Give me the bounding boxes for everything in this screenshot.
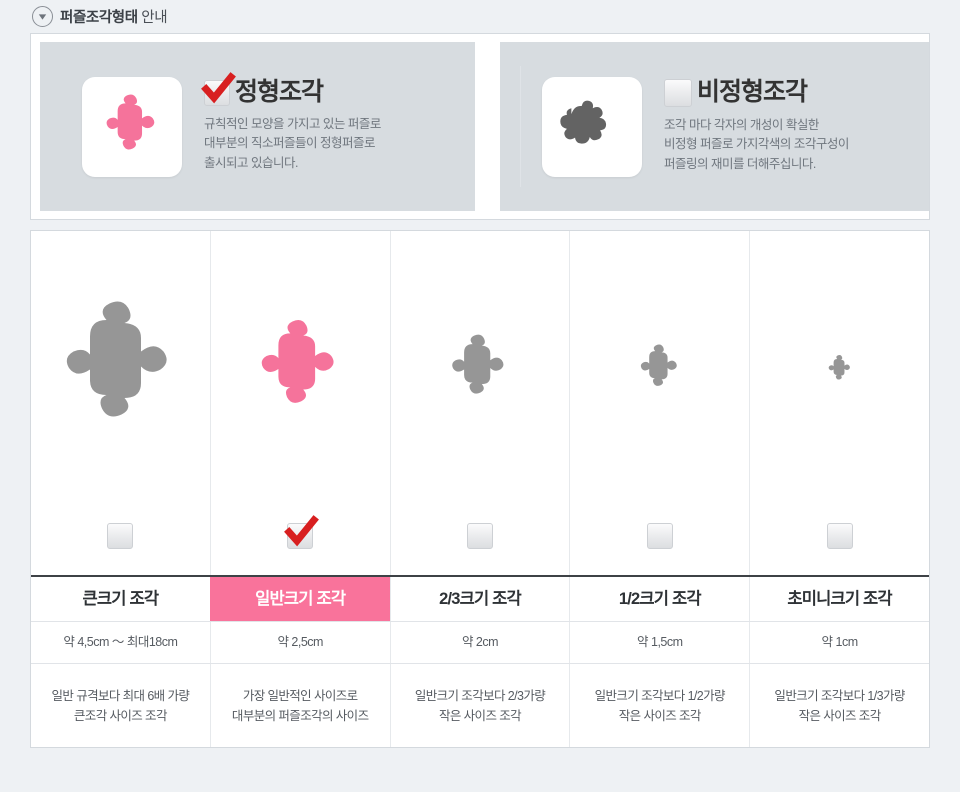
piece-preview-cell-col-4[interactable]: [569, 231, 749, 575]
size-measure-cell-col-2: 약 2,5cm: [209, 622, 390, 663]
piece-graphic: [750, 231, 929, 507]
page-title: 퍼즐조각형태 안내: [60, 6, 168, 27]
checkbox-box: [466, 523, 493, 549]
regular-type-heading: 정형조각: [201, 72, 381, 107]
puzzle-piece-icon: [828, 354, 850, 380]
regular-type-text: 정형조각 규칙적인 모양을 가지고 있는 퍼즐로 대부분의 직소퍼즐들이 정형퍼…: [201, 72, 381, 173]
checkbox-box: [107, 523, 134, 549]
size-description-row: 일반 규격보다 최대 6배 가량 큰조각 사이즈 조각 가장 일반적인 사이즈로 …: [31, 664, 929, 747]
regular-type-label: 정형조각: [235, 78, 324, 107]
piece-graphic: [391, 231, 570, 507]
size-name-cell-col-3[interactable]: 2/3크기 조각: [389, 577, 570, 621]
puzzle-piece-icon: [261, 320, 334, 403]
irregular-type-checkbox[interactable]: [663, 78, 692, 107]
puzzle-piece-icon: [452, 334, 504, 394]
puzzle-type-section: 정형조각 규칙적인 모양을 가지고 있는 퍼즐로 대부분의 직소퍼즐들이 정형퍼…: [30, 33, 930, 220]
size-measure-row: 약 4,5cm ～ 최대18cm 약 2,5cm 약 2cm 약 1,5cm 약 1cm: [31, 622, 929, 664]
checkbox-box: [646, 523, 673, 549]
size-checkbox[interactable]: [646, 523, 673, 549]
page-header: 퍼즐조각형태 안내: [0, 0, 960, 33]
puzzle-piece-icon: [640, 344, 677, 386]
piece-select[interactable]: [750, 523, 929, 549]
size-name-cell-col-5[interactable]: 초미니크기 조각: [749, 577, 929, 621]
puzzle-type-card-irregular[interactable]: 비정형조각 조각 마다 각자의 개성이 확실한 비정형 퍼즐로 가지각색의 조각…: [499, 42, 929, 211]
size-name-cell-col-2[interactable]: 일반크기 조각: [209, 577, 390, 621]
size-description-cell-col-5: 일반크기 조각보다 1/3가량 작은 사이즈 조각: [749, 664, 929, 747]
size-measure-cell-col-1: 약 4,5cm ～ 최대18cm: [63, 635, 178, 649]
page-title-rest: 안내: [137, 10, 168, 26]
irregular-type-text: 비정형조각 조각 마다 각자의 개성이 확실한 비정형 퍼즐로 가지각색의 조각…: [663, 78, 849, 174]
piece-select[interactable]: [31, 523, 210, 549]
size-name-cell-col-1[interactable]: 큰크기 조각: [82, 590, 159, 608]
size-checkbox[interactable]: [826, 523, 853, 549]
piece-select[interactable]: [570, 523, 749, 549]
piece-preview-cell-col-2[interactable]: [209, 231, 390, 575]
irregular-type-description: 조각 마다 각자의 개성이 확실한 비정형 퍼즐로 가지각색의 조각구성이 퍼즐…: [663, 117, 849, 171]
piece-preview-cell-col-1[interactable]: [31, 231, 210, 575]
irregular-piece-thumbnail: [541, 76, 642, 177]
piece-preview-cell-col-3[interactable]: [389, 231, 570, 575]
piece-preview-cell-col-5[interactable]: [749, 231, 929, 575]
size-checkbox[interactable]: [466, 523, 493, 549]
piece-preview-row: [31, 231, 929, 575]
piece-select[interactable]: [391, 523, 570, 549]
piece-graphic: [211, 231, 390, 507]
size-description-cell-col-4: 일반크기 조각보다 1/2가량 작은 사이즈 조각: [569, 664, 749, 747]
pink-puzzle-piece-icon: [106, 93, 155, 149]
size-checkbox[interactable]: [284, 515, 320, 549]
check-icon: [284, 515, 320, 547]
size-description-cell-col-2: 가장 일반적인 사이즈로 대부분의 퍼즐조각의 사이즈: [209, 664, 390, 747]
size-description-cell-col-1: 일반 규격보다 최대 6배 가량 큰조각 사이즈 조각: [51, 688, 190, 723]
size-measure-cell-col-3: 약 2cm: [389, 622, 570, 663]
puzzle-size-table: 큰크기 조각 일반크기 조각 2/3크기 조각 1/2크기 조각 초미니크기 조각 약 …: [30, 230, 930, 748]
panel-divider: [520, 66, 521, 187]
puzzle-piece-icon: [67, 301, 168, 416]
size-measure-cell-col-4: 약 1,5cm: [569, 622, 749, 663]
check-icon: [201, 72, 236, 104]
puzzle-type-card-regular[interactable]: 정형조각 규칙적인 모양을 가지고 있는 퍼즐로 대부분의 직소퍼즐들이 정형퍼…: [40, 42, 475, 211]
regular-type-checkbox[interactable]: [201, 72, 236, 106]
piece-select[interactable]: [211, 515, 390, 549]
size-name-cell-col-4[interactable]: 1/2크기 조각: [569, 577, 749, 621]
size-name-row: 큰크기 조각 일반크기 조각 2/3크기 조각 1/2크기 조각 초미니크기 조각: [31, 575, 929, 622]
piece-graphic: [31, 231, 210, 507]
piece-graphic: [570, 231, 749, 507]
size-description-cell-col-3: 일반크기 조각보다 2/3가량 작은 사이즈 조각: [389, 664, 570, 747]
gray-irregular-puzzle-piece-icon: [560, 100, 607, 144]
chevron-down-circle-icon[interactable]: [32, 6, 53, 27]
size-checkbox[interactable]: [107, 523, 134, 549]
page-title-strong: 퍼즐조각형태: [60, 10, 138, 26]
regular-type-description: 규칙적인 모양을 가지고 있는 퍼즐로 대부분의 직소퍼즐들이 정형퍼즐로 출시…: [204, 116, 381, 170]
checkbox-box: [663, 78, 692, 107]
irregular-type-label: 비정형조각: [696, 78, 808, 107]
size-measure-cell-col-5: 약 1cm: [749, 622, 929, 663]
irregular-type-heading: 비정형조각: [663, 78, 849, 107]
regular-piece-thumbnail: [82, 76, 182, 177]
checkbox-box: [826, 523, 853, 549]
